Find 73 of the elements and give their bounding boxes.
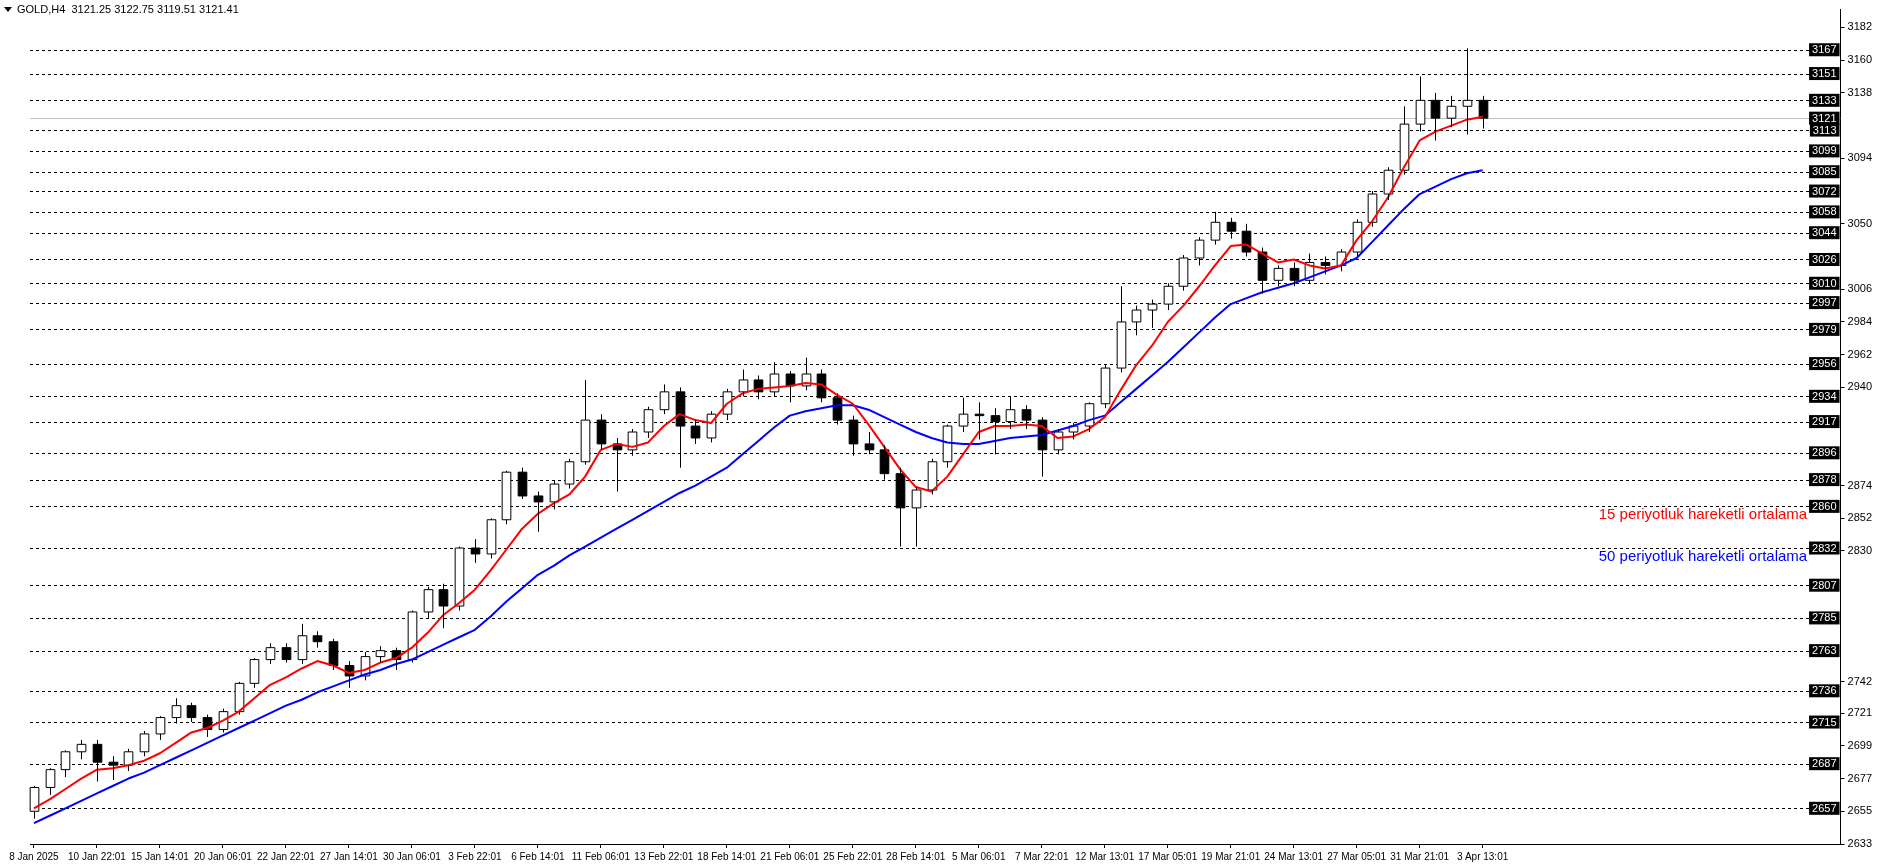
ref-line-label: 2878: [1812, 473, 1837, 486]
x-tick-label: 31 Mar 21:01: [1390, 850, 1450, 862]
ref-line-label: 2807: [1812, 578, 1837, 591]
x-tick-label: 12 Mar 13:01: [1075, 850, 1135, 862]
ref-line-label: 3026: [1812, 253, 1837, 266]
x-tick-label: 8 Jan 2025: [9, 850, 60, 862]
y-tick-label: 3138: [1847, 85, 1873, 98]
x-tick-label: 20 Jan 06:01: [193, 850, 253, 862]
ref-line-label: 2997: [1812, 296, 1837, 309]
ref-line-label: 3113: [1812, 123, 1837, 136]
x-tick-label: 27 Mar 05:01: [1327, 850, 1387, 862]
ref-line-label: 3058: [1812, 205, 1837, 218]
x-tick-label: 3 Feb 22:01: [448, 850, 502, 862]
y-tick-label: 3050: [1847, 216, 1873, 229]
y-tick-label: 2721: [1847, 706, 1873, 719]
y-tick-label: 3094: [1847, 151, 1873, 164]
x-tick-label: 22 Jan 22:01: [256, 850, 316, 862]
ref-line-label: 2934: [1812, 389, 1837, 402]
y-tick-label: 2655: [1847, 804, 1873, 817]
x-tick-label: 10 Jan 22:01: [68, 850, 127, 862]
ref-line-label: 2736: [1812, 684, 1837, 697]
y-tick-label: 2830: [1847, 544, 1873, 557]
y-tick-label: 2699: [1847, 738, 1873, 751]
ref-line-label: 2860: [1812, 499, 1837, 512]
ref-line-label: 2956: [1812, 357, 1837, 370]
y-tick-label: 2962: [1847, 347, 1873, 360]
x-tick-label: 13 Feb 22:01: [634, 850, 694, 862]
x-tick-label: 30 Jan 06:01: [382, 850, 442, 862]
x-tick-label: 24 Mar 13:01: [1264, 850, 1324, 862]
ref-line-label: 2763: [1812, 644, 1837, 657]
x-tick-label: 6 Feb 14:01: [511, 850, 565, 862]
ref-line-label: 3099: [1812, 144, 1837, 157]
ref-line-label: 2896: [1812, 446, 1837, 459]
y-tick-label: 3182: [1847, 20, 1873, 33]
ref-line-label: 2715: [1812, 715, 1837, 728]
text: 50 periyotluk hareketli ortalama: [1598, 547, 1808, 565]
x-tick-label: 28 Feb 14:01: [886, 850, 946, 862]
y-tick-label: 2874: [1847, 478, 1873, 491]
ref-line-label: 2687: [1812, 757, 1837, 770]
ref-line-label: 2785: [1812, 611, 1837, 624]
x-tick-label: 21 Feb 06:01: [760, 850, 820, 862]
ref-line-label: 3121: [1812, 111, 1837, 124]
x-tick-label: 15 Jan 14:01: [131, 850, 190, 862]
ref-line-label: 3085: [1812, 165, 1837, 178]
x-tick-label: 11 Feb 06:01: [571, 850, 631, 862]
chart-title: GOLD,H4 3121.25 3122.75 3119.51 3121.41: [17, 3, 239, 15]
y-tick-label: 2633: [1847, 837, 1873, 850]
ref-line-label: 2979: [1812, 322, 1837, 335]
x-tick-label: 19 Mar 21:01: [1201, 850, 1261, 862]
ref-line-label: 3167: [1812, 43, 1837, 56]
ref-line-label: 2917: [1812, 415, 1837, 428]
ref-line-label: 3072: [1812, 184, 1837, 197]
ref-line-label: 3151: [1812, 67, 1837, 80]
y-tick-label: 3160: [1847, 53, 1873, 66]
ref-line-label: 3133: [1812, 93, 1837, 106]
y-tick-label: 3006: [1847, 282, 1873, 295]
x-tick-label: 7 Mar 22:01: [1015, 850, 1069, 862]
ref-line-label: 3010: [1812, 276, 1837, 289]
x-tick-label: 25 Feb 22:01: [823, 850, 883, 862]
y-tick-label: 2677: [1847, 771, 1873, 784]
y-tick-label: 2852: [1847, 511, 1873, 524]
x-tick-label: 5 Mar 06:01: [952, 850, 1006, 862]
x-tick-label: 17 Mar 05:01: [1138, 850, 1198, 862]
x-tick-label: 18 Feb 14:01: [697, 850, 757, 862]
ref-line-label: 2657: [1812, 801, 1837, 814]
text: 15 periyotluk hareketli ortalama: [1598, 505, 1808, 523]
ref-line-label: 3044: [1812, 226, 1837, 239]
x-tick-label: 3 Apr 13:01: [1457, 850, 1509, 862]
y-tick-label: 2742: [1847, 674, 1873, 687]
y-tick-label: 2940: [1847, 380, 1873, 393]
x-tick-label: 27 Jan 14:01: [319, 850, 379, 862]
ref-line-label: 2832: [1812, 541, 1837, 554]
y-tick-label: 2984: [1847, 314, 1873, 327]
